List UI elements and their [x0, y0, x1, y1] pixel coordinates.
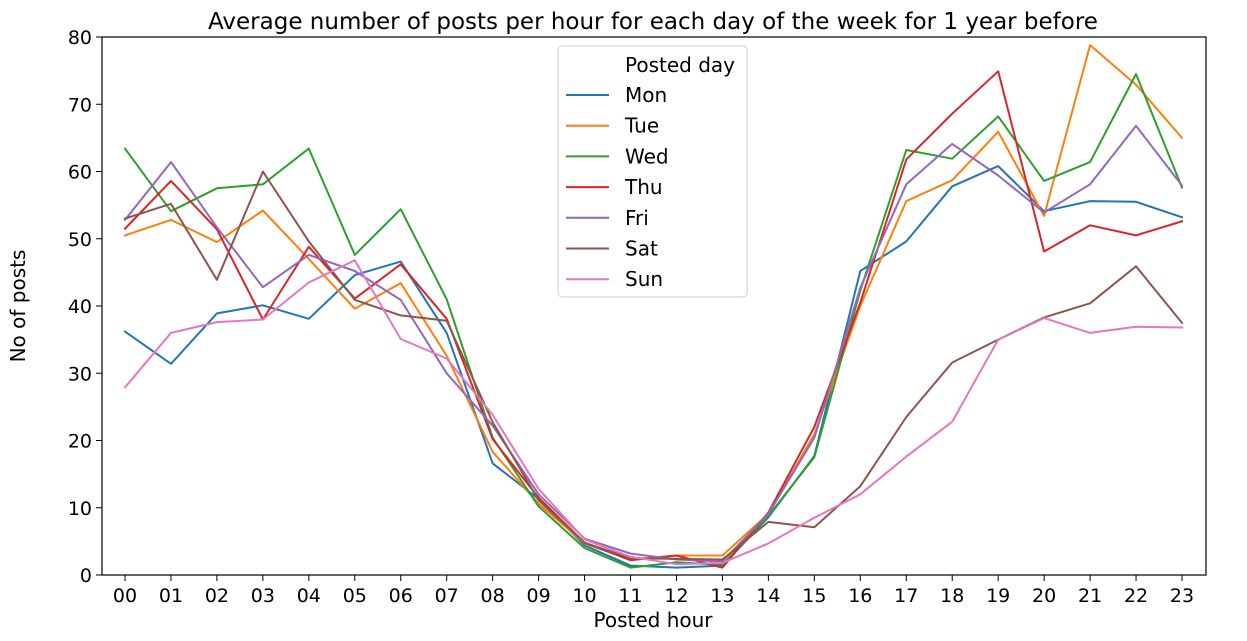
series-line-sun — [123, 259, 1184, 566]
y-tick-label: 30 — [68, 363, 92, 385]
y-axis-ticks: 0 10 20 30 40 50 60 70 80 — [68, 27, 102, 587]
x-tick-label: 21 — [1078, 585, 1102, 607]
series-line-fri — [123, 124, 1184, 563]
x-tick-label: 10 — [572, 585, 596, 607]
y-tick-label: 50 — [68, 229, 92, 251]
series-line-mon — [123, 165, 1184, 569]
x-tick-label: 23 — [1170, 585, 1194, 607]
x-tick-label: 04 — [297, 585, 321, 607]
x-tick-label: 09 — [527, 585, 551, 607]
x-tick-label: 01 — [159, 585, 183, 607]
x-axis-ticks: 00 01 02 03 04 05 06 07 08 09 10 11 12 13 14 15 16 17 18 19… — [113, 575, 1194, 607]
series-line-wed — [123, 73, 1184, 569]
x-tick-label: 18 — [940, 585, 964, 607]
y-tick-label: 70 — [68, 94, 92, 116]
y-tick-label: 80 — [68, 27, 92, 49]
legend-label-tue: Tue — [624, 114, 659, 138]
x-tick-label: 13 — [710, 585, 734, 607]
y-axis-label: No of posts — [6, 250, 30, 363]
x-tick-label: 17 — [894, 585, 918, 607]
x-tick-label: 20 — [1032, 585, 1056, 607]
y-tick-label: 0 — [80, 565, 92, 587]
x-tick-label: 12 — [664, 585, 688, 607]
x-tick-label: 15 — [802, 585, 826, 607]
legend-box — [557, 45, 748, 298]
legend-title: Posted day — [625, 53, 735, 77]
y-tick-label: 10 — [68, 498, 92, 520]
legend-label-sat: Sat — [625, 237, 658, 261]
x-axis-label: Posted hour — [593, 608, 713, 632]
x-tick-label: 05 — [343, 585, 367, 607]
x-tick-label: 14 — [756, 585, 780, 607]
series-lines — [123, 44, 1184, 569]
x-tick-label: 02 — [205, 585, 229, 607]
y-tick-label: 60 — [68, 162, 92, 184]
legend-label-fri: Fri — [625, 206, 649, 230]
legend-label-thu: Thu — [624, 175, 663, 199]
x-tick-label: 08 — [481, 585, 505, 607]
y-tick-label: 40 — [68, 296, 92, 318]
y-tick-label: 20 — [68, 431, 92, 453]
legend-label-mon: Mon — [625, 83, 667, 107]
legend: Posted day Mon Tue Wed Thu Fri Sat Sun — [557, 45, 748, 298]
x-tick-label: 03 — [251, 585, 275, 607]
x-tick-label: 00 — [113, 585, 137, 607]
x-tick-label: 16 — [848, 585, 872, 607]
x-tick-label: 06 — [389, 585, 413, 607]
legend-label-sun: Sun — [625, 267, 663, 291]
legend-label-wed: Wed — [625, 144, 669, 168]
chart-title: Average number of posts per hour for eac… — [208, 9, 1098, 35]
x-tick-label: 22 — [1124, 585, 1148, 607]
x-tick-label: 19 — [986, 585, 1010, 607]
x-tick-label: 11 — [618, 585, 642, 607]
x-tick-label: 07 — [435, 585, 459, 607]
